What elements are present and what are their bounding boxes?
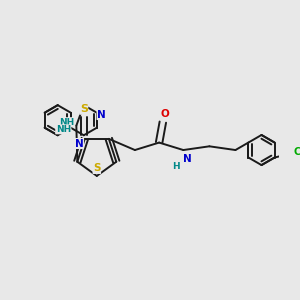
Text: NH: NH (56, 125, 71, 134)
Text: S: S (93, 164, 100, 173)
Text: N: N (75, 139, 84, 148)
Text: N: N (183, 154, 191, 164)
Text: NH: NH (59, 118, 75, 127)
Text: N: N (97, 110, 106, 120)
Text: O: O (160, 109, 169, 119)
Text: H: H (172, 162, 180, 171)
Text: S: S (80, 104, 88, 114)
Text: Cl: Cl (293, 147, 300, 157)
